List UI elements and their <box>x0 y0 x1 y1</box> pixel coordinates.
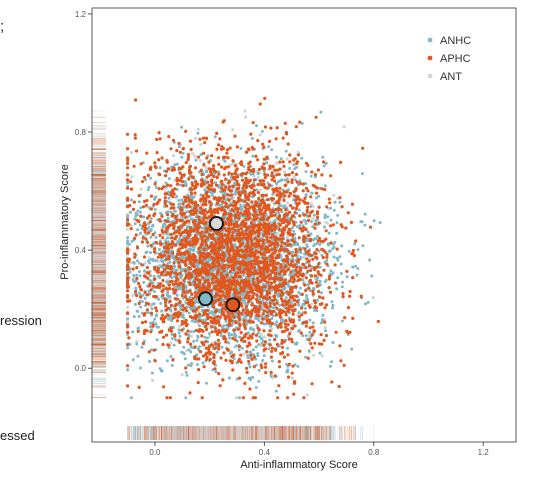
point-ant <box>126 305 130 309</box>
x-marginal-rug <box>127 426 374 440</box>
point-ant <box>131 293 135 297</box>
point-ant <box>296 150 300 154</box>
y-marginal-rug <box>92 110 106 399</box>
point-ant <box>189 334 193 338</box>
point-ant <box>196 127 200 131</box>
point-ant <box>193 154 197 158</box>
point-ant <box>135 339 139 344</box>
point-ant <box>258 133 262 137</box>
point-ant <box>198 159 202 163</box>
point-ant <box>285 157 289 161</box>
point-ant <box>178 324 182 328</box>
point-ant <box>191 152 195 156</box>
point-ant <box>292 175 296 179</box>
point-ant <box>171 153 175 158</box>
point-ant <box>229 163 233 167</box>
point-ant <box>193 136 197 140</box>
scatter-points <box>126 96 382 400</box>
plot-panel-border <box>91 7 517 443</box>
point-ant <box>143 271 147 275</box>
